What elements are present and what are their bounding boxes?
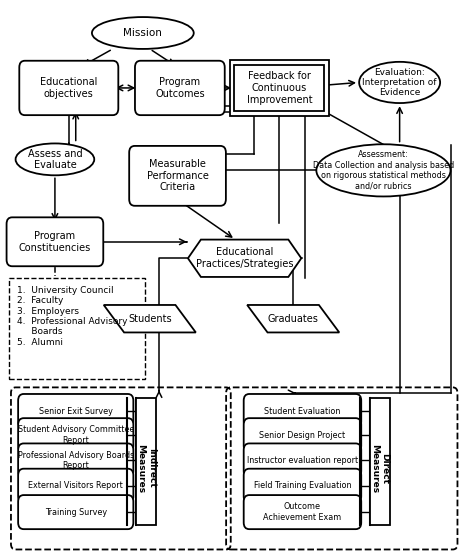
Text: External Visitors Report: External Visitors Report [28, 481, 123, 490]
Text: Indirect
Measures: Indirect Measures [137, 443, 156, 493]
FancyBboxPatch shape [129, 146, 226, 206]
Text: Outcome
Achievement Exam: Outcome Achievement Exam [264, 502, 342, 522]
Text: Educational
Practices/Strategies: Educational Practices/Strategies [196, 248, 293, 269]
FancyBboxPatch shape [19, 60, 118, 115]
FancyBboxPatch shape [18, 418, 133, 452]
FancyBboxPatch shape [244, 418, 361, 452]
Text: Program
Outcomes: Program Outcomes [155, 77, 205, 99]
Text: Senior Design Project: Senior Design Project [259, 431, 346, 440]
Bar [136, 398, 156, 525]
Text: Senior Exit Survey: Senior Exit Survey [39, 406, 113, 416]
Text: Student Advisory Committee
Report: Student Advisory Committee Report [18, 426, 134, 445]
FancyBboxPatch shape [18, 394, 133, 428]
FancyBboxPatch shape [244, 443, 361, 477]
Bar [234, 64, 324, 112]
Text: Instructor evaluation report: Instructor evaluation report [247, 456, 358, 465]
Ellipse shape [92, 17, 194, 49]
Text: Assess and
Evaluate: Assess and Evaluate [27, 149, 82, 170]
Text: Mission: Mission [123, 28, 162, 38]
Ellipse shape [316, 144, 450, 196]
Text: Assessment:
Data Collection and analysis based
on rigorous statistical methods
a: Assessment: Data Collection and analysis… [313, 150, 454, 190]
FancyBboxPatch shape [18, 495, 133, 529]
Bar [230, 59, 328, 116]
FancyBboxPatch shape [18, 443, 133, 477]
FancyBboxPatch shape [135, 60, 225, 115]
Text: Program
Constituencies: Program Constituencies [19, 231, 91, 253]
Text: Students: Students [128, 314, 172, 324]
Polygon shape [188, 240, 301, 277]
Ellipse shape [16, 143, 94, 175]
FancyBboxPatch shape [18, 469, 133, 503]
Polygon shape [104, 305, 196, 332]
FancyBboxPatch shape [7, 218, 103, 266]
Text: Direct
Measures: Direct Measures [370, 443, 390, 493]
FancyBboxPatch shape [244, 394, 361, 428]
Ellipse shape [359, 62, 440, 103]
Text: Student Evaluation: Student Evaluation [264, 406, 341, 416]
Text: Feedback for
Continuous
Improvement: Feedback for Continuous Improvement [246, 72, 312, 104]
Bar [370, 398, 390, 525]
Text: 1.  University Council
2.  Faculty
3.  Employers
4.  Professional Advisory
     : 1. University Council 2. Faculty 3. Empl… [17, 286, 128, 347]
Polygon shape [247, 305, 339, 332]
Text: Graduates: Graduates [268, 314, 319, 324]
Text: Measurable
Performance
Criteria: Measurable Performance Criteria [146, 159, 209, 193]
Text: Evaluation:
Interpretation of
Evidence: Evaluation: Interpretation of Evidence [363, 68, 437, 97]
Text: Professional Advisory Boards
Report: Professional Advisory Boards Report [18, 451, 134, 470]
FancyBboxPatch shape [244, 469, 361, 503]
Text: Field Training Evaluation: Field Training Evaluation [254, 481, 351, 490]
Text: Training Survey: Training Survey [45, 508, 107, 517]
FancyBboxPatch shape [244, 495, 361, 529]
Text: Educational
objectives: Educational objectives [40, 77, 98, 99]
Bar [9, 278, 145, 379]
